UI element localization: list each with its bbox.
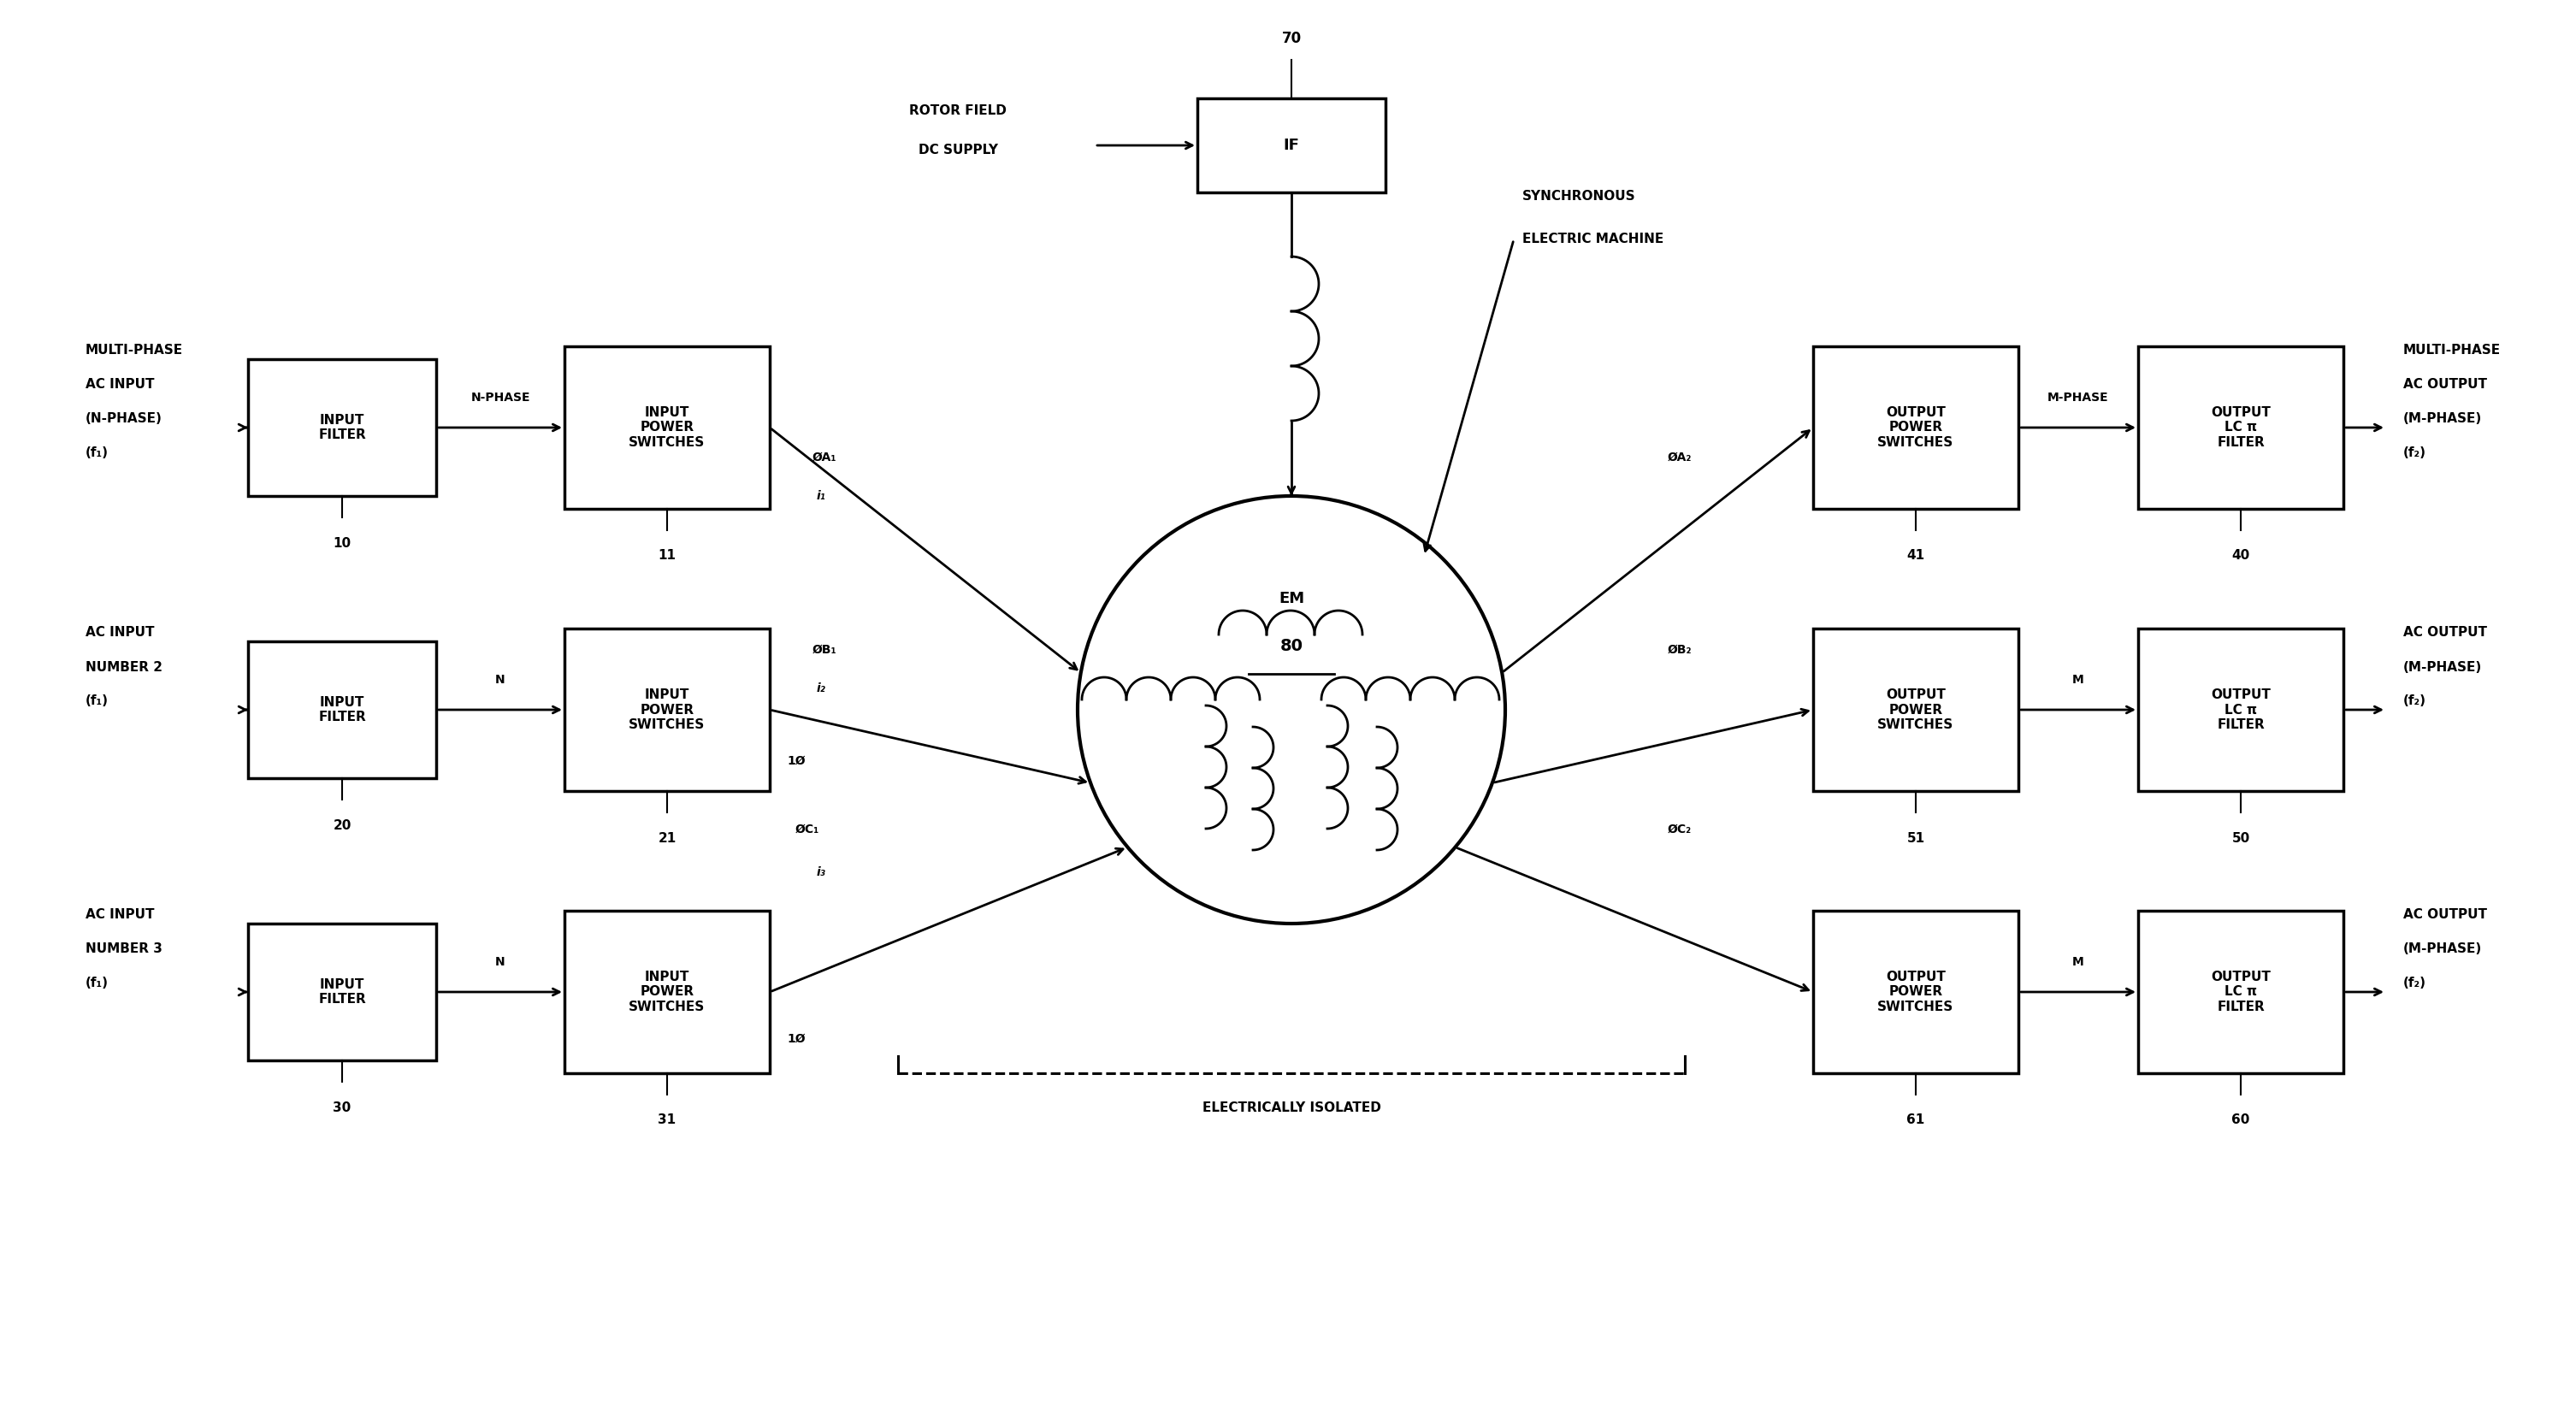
Text: ROTOR FIELD: ROTOR FIELD (909, 104, 1007, 117)
Text: INPUT
FILTER: INPUT FILTER (319, 696, 366, 724)
Text: ELECTRICALLY ISOLATED: ELECTRICALLY ISOLATED (1203, 1101, 1381, 1113)
FancyBboxPatch shape (247, 924, 435, 1061)
Text: EM: EM (1278, 591, 1303, 607)
Text: INPUT
POWER
SWITCHES: INPUT POWER SWITCHES (629, 689, 706, 731)
Text: 10: 10 (332, 536, 350, 549)
Text: M-PHASE: M-PHASE (2048, 392, 2110, 404)
Text: 1Ø: 1Ø (786, 755, 806, 768)
FancyBboxPatch shape (1814, 346, 2020, 509)
Text: AC OUTPUT: AC OUTPUT (2403, 378, 2486, 391)
Text: (f₂): (f₂) (2403, 694, 2427, 708)
Text: 60: 60 (2231, 1113, 2249, 1126)
Text: M: M (2071, 957, 2084, 968)
Text: (f₁): (f₁) (85, 694, 108, 708)
Text: 21: 21 (657, 831, 675, 844)
Text: 50: 50 (2231, 831, 2249, 844)
Text: ØB₁: ØB₁ (811, 643, 837, 656)
FancyBboxPatch shape (2138, 910, 2344, 1074)
Text: NUMBER 2: NUMBER 2 (85, 660, 162, 673)
Text: NUMBER 3: NUMBER 3 (85, 943, 162, 955)
Text: OUTPUT
POWER
SWITCHES: OUTPUT POWER SWITCHES (1878, 406, 1955, 449)
Text: IF: IF (1283, 138, 1298, 152)
Text: AC INPUT: AC INPUT (85, 626, 155, 639)
Text: 20: 20 (332, 818, 350, 831)
Text: 80: 80 (1280, 638, 1303, 653)
Text: INPUT
POWER
SWITCHES: INPUT POWER SWITCHES (629, 971, 706, 1013)
Text: N: N (495, 957, 505, 968)
Text: 11: 11 (657, 549, 675, 562)
Text: ØB₂: ØB₂ (1667, 643, 1692, 656)
Text: OUTPUT
POWER
SWITCHES: OUTPUT POWER SWITCHES (1878, 971, 1955, 1013)
Text: (f₁): (f₁) (85, 447, 108, 460)
Text: 70: 70 (1280, 31, 1301, 47)
Text: i₃: i₃ (817, 866, 827, 878)
Text: 51: 51 (1906, 831, 1924, 844)
Text: (f₂): (f₂) (2403, 447, 2427, 460)
Text: ØA₂: ØA₂ (1667, 452, 1692, 463)
Text: (M-PHASE): (M-PHASE) (2403, 412, 2483, 426)
Text: M: M (2071, 674, 2084, 686)
Text: (M-PHASE): (M-PHASE) (2403, 660, 2483, 673)
Text: 61: 61 (1906, 1113, 1924, 1126)
Text: ØA₁: ØA₁ (811, 452, 837, 463)
Text: (N-PHASE): (N-PHASE) (85, 412, 162, 426)
Text: AC INPUT: AC INPUT (85, 378, 155, 391)
FancyBboxPatch shape (2138, 346, 2344, 509)
Text: 1Ø: 1Ø (786, 1033, 806, 1046)
Text: ELECTRIC MACHINE: ELECTRIC MACHINE (1522, 233, 1664, 246)
Text: 30: 30 (332, 1101, 350, 1113)
Text: INPUT
FILTER: INPUT FILTER (319, 413, 366, 442)
Text: DC SUPPLY: DC SUPPLY (917, 144, 997, 157)
Text: AC INPUT: AC INPUT (85, 909, 155, 921)
FancyBboxPatch shape (1814, 910, 2020, 1074)
Text: 41: 41 (1906, 549, 1924, 562)
Text: ØC₂: ØC₂ (1667, 824, 1692, 835)
Text: OUTPUT
LC π
FILTER: OUTPUT LC π FILTER (2210, 689, 2269, 731)
Text: INPUT
POWER
SWITCHES: INPUT POWER SWITCHES (629, 406, 706, 449)
FancyBboxPatch shape (564, 628, 770, 792)
FancyBboxPatch shape (247, 642, 435, 779)
Text: 40: 40 (2231, 549, 2249, 562)
FancyBboxPatch shape (564, 346, 770, 509)
Text: N-PHASE: N-PHASE (471, 392, 531, 404)
Text: OUTPUT
LC π
FILTER: OUTPUT LC π FILTER (2210, 406, 2269, 449)
Text: INPUT
FILTER: INPUT FILTER (319, 978, 366, 1006)
Text: MULTI-PHASE: MULTI-PHASE (85, 344, 183, 357)
Text: (M-PHASE): (M-PHASE) (2403, 943, 2483, 955)
FancyBboxPatch shape (1814, 628, 2020, 792)
Text: (f₂): (f₂) (2403, 976, 2427, 991)
Text: OUTPUT
LC π
FILTER: OUTPUT LC π FILTER (2210, 971, 2269, 1013)
Text: SYNCHRONOUS: SYNCHRONOUS (1522, 190, 1636, 203)
Text: i₁: i₁ (817, 490, 827, 502)
Text: (f₁): (f₁) (85, 976, 108, 991)
Text: 31: 31 (657, 1113, 675, 1126)
Text: ØC₁: ØC₁ (796, 824, 819, 835)
Text: i₂: i₂ (817, 683, 827, 694)
FancyBboxPatch shape (2138, 628, 2344, 792)
Text: MULTI-PHASE: MULTI-PHASE (2403, 344, 2501, 357)
FancyBboxPatch shape (247, 360, 435, 497)
Text: AC OUTPUT: AC OUTPUT (2403, 626, 2486, 639)
Text: AC OUTPUT: AC OUTPUT (2403, 909, 2486, 921)
Text: N: N (495, 674, 505, 686)
FancyBboxPatch shape (564, 910, 770, 1074)
FancyBboxPatch shape (1198, 99, 1386, 192)
Text: OUTPUT
POWER
SWITCHES: OUTPUT POWER SWITCHES (1878, 689, 1955, 731)
